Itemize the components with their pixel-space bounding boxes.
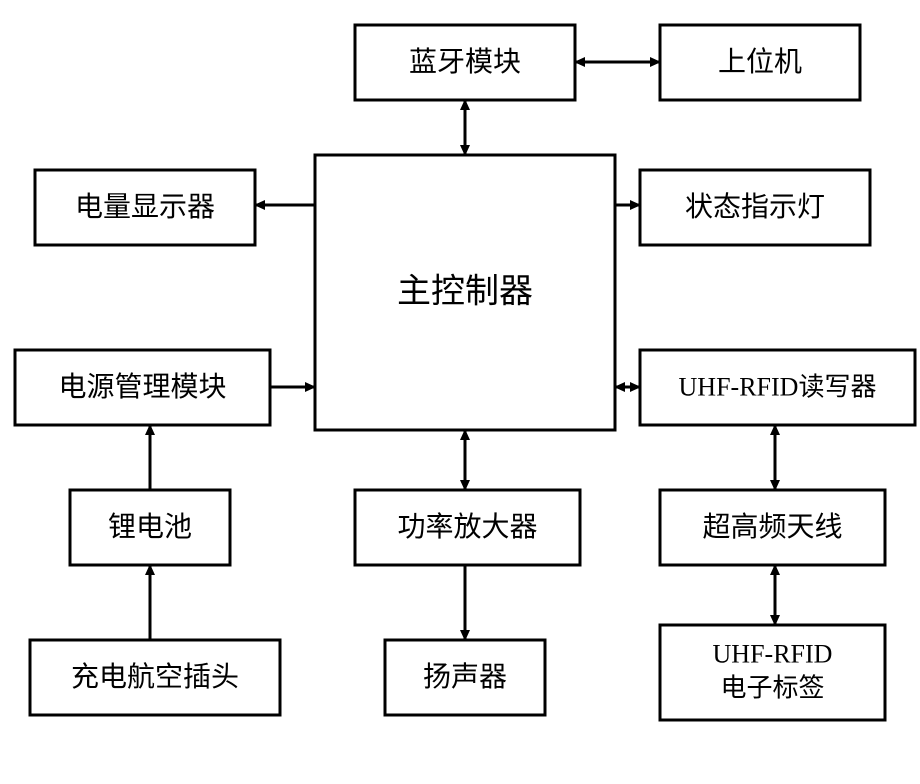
node-label: 充电航空插头 bbox=[71, 661, 239, 693]
node-label: 主控制器 bbox=[397, 272, 533, 310]
node-label: 扬声器 bbox=[423, 661, 507, 693]
block-diagram: 蓝牙模块 上位机电量显示器 状态指示灯主控制器电源管理模块 UHF-RFID读写器锂电… bbox=[0, 0, 920, 784]
node-label: 状态指示灯 bbox=[685, 191, 825, 223]
node-status_led: 状态指示灯 bbox=[640, 170, 870, 245]
node-label: 锂电池 bbox=[108, 511, 192, 543]
node-uhf_antenna: 超高频天线 bbox=[660, 490, 885, 565]
node-label: 功率放大器 bbox=[397, 511, 537, 543]
node-power_mgmt: 电源管理模块 bbox=[15, 350, 270, 425]
node-rfid_tag: UHF-RFID 电子标签 bbox=[660, 625, 885, 720]
node-label: 超高频天线 bbox=[702, 511, 842, 543]
node-controller: 主控制器 bbox=[315, 155, 615, 430]
node-label: 蓝牙模块 bbox=[409, 46, 521, 78]
node-host: 上位机 bbox=[660, 25, 860, 100]
node-label: 上位机 bbox=[718, 46, 802, 78]
node-label: 电子标签 bbox=[720, 673, 824, 702]
node-li_battery: 锂电池 bbox=[70, 490, 230, 565]
node-rfid_reader: UHF-RFID读写器 bbox=[640, 350, 915, 425]
node-speaker: 扬声器 bbox=[385, 640, 545, 715]
node-label: UHF-RFID读写器 bbox=[679, 372, 877, 401]
node-label: UHF-RFID bbox=[713, 639, 833, 668]
node-label: 电源管理模块 bbox=[58, 371, 226, 403]
node-label: 电量显示器 bbox=[75, 191, 215, 223]
node-battery_disp: 电量显示器 bbox=[35, 170, 255, 245]
node-amplifier: 功率放大器 bbox=[355, 490, 580, 565]
node-charger: 充电航空插头 bbox=[30, 640, 280, 715]
node-bluetooth: 蓝牙模块 bbox=[355, 25, 575, 100]
